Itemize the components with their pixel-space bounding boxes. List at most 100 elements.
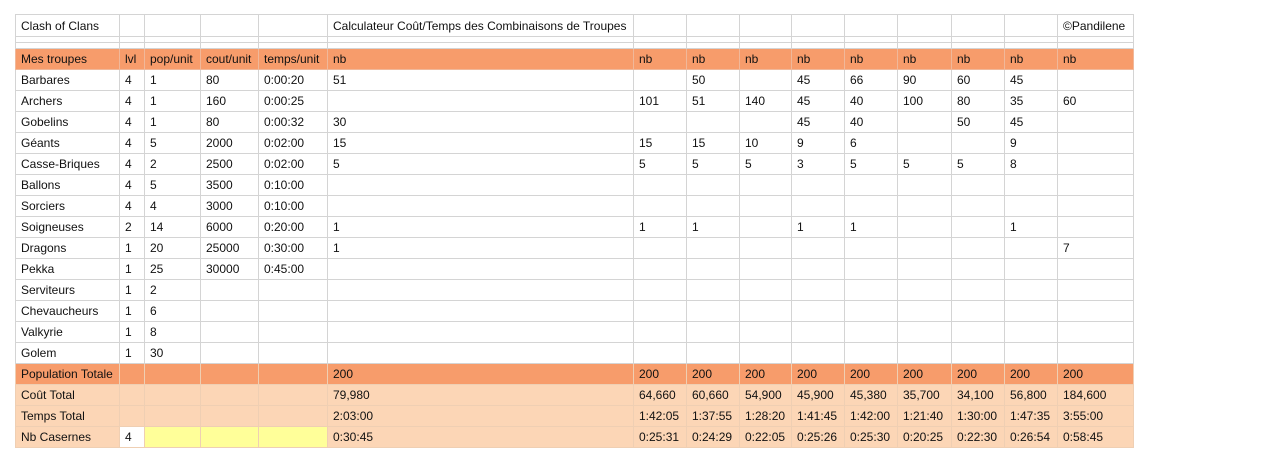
cell: [144, 426, 201, 448]
cell: [897, 216, 952, 238]
cell: nb: [739, 48, 792, 70]
cell: [686, 300, 740, 322]
cell: 45,380: [844, 384, 898, 406]
cell: 79,980: [327, 384, 634, 406]
cell: nb: [686, 48, 740, 70]
cell: [791, 14, 845, 37]
cell: [844, 195, 898, 217]
cell: [951, 258, 1005, 280]
cell: 5: [739, 153, 792, 175]
cell: Ballons: [15, 174, 120, 196]
cell: [633, 195, 687, 217]
troop-row: Ballons 4 5 3500 0:10:00: [15, 174, 1134, 196]
cell: [739, 69, 792, 91]
cell: [119, 14, 145, 37]
cell: 1:42:05: [633, 405, 687, 427]
cell: 20: [144, 237, 201, 259]
cell: nb: [844, 48, 898, 70]
cell: 1: [791, 216, 845, 238]
cell: Clash of Clans: [15, 14, 120, 37]
cell: [327, 195, 634, 217]
troop-row: Casse-Briques 4 2 2500 0:02:00 5 5 5 5 3 5 5 5 8: [15, 153, 1134, 175]
total-row: Temps Total 2:03:00 1:42:05 1:37:55 1:28:20 1…: [15, 405, 1134, 427]
cell: [200, 363, 259, 385]
cell: nb: [951, 48, 1005, 70]
cell: [633, 279, 687, 301]
cell: 0:22:05: [739, 426, 792, 448]
cell: 6: [844, 132, 898, 154]
cell: 50: [951, 111, 1005, 133]
cell: [200, 342, 259, 364]
cell: [739, 279, 792, 301]
cell: 1: [633, 216, 687, 238]
cell: 5: [144, 132, 201, 154]
cell: [791, 279, 845, 301]
cell: [1004, 258, 1058, 280]
cell: [791, 258, 845, 280]
cell: [686, 14, 740, 37]
cell: Calculateur Coût/Temps des Combinaisons …: [327, 14, 634, 37]
cell: 64,660: [633, 384, 687, 406]
cell: 30000: [200, 258, 259, 280]
cell: [1057, 321, 1134, 343]
cell: [633, 69, 687, 91]
troop-row: Géants 4 5 2000 0:02:00 15 15 15 10 9 6 9: [15, 132, 1134, 154]
cell: Pekka: [15, 258, 120, 280]
cell: [1004, 279, 1058, 301]
cell: 80: [200, 69, 259, 91]
cell: [897, 258, 952, 280]
cell: [327, 300, 634, 322]
cell: 80: [951, 90, 1005, 112]
cell: 1: [144, 69, 201, 91]
troop-row: Gobelins 4 1 80 0:00:32 30 45 40 50 45: [15, 111, 1134, 133]
cell: [739, 111, 792, 133]
cell: 5: [686, 153, 740, 175]
cell: Serviteurs: [15, 279, 120, 301]
cell: [897, 14, 952, 37]
cell: Temps Total: [15, 405, 120, 427]
cell: Soigneuses: [15, 216, 120, 238]
cell: [1004, 321, 1058, 343]
cell: 4: [119, 153, 145, 175]
cell: [791, 174, 845, 196]
cell: 30: [327, 111, 634, 133]
cell: 2: [119, 216, 145, 238]
cell: [258, 321, 328, 343]
cell: 0:20:00: [258, 216, 328, 238]
cell: nb: [327, 48, 634, 70]
cell: 1: [144, 90, 201, 112]
cell: [633, 300, 687, 322]
cell: [844, 174, 898, 196]
cell: 4: [144, 195, 201, 217]
cell: nb: [897, 48, 952, 70]
cell: 2: [144, 153, 201, 175]
cell: 4: [119, 69, 145, 91]
cell: 184,600: [1057, 384, 1134, 406]
cell: [258, 363, 328, 385]
cell: 60: [951, 69, 1005, 91]
cell: 40: [844, 90, 898, 112]
cell: 3500: [200, 174, 259, 196]
cell: [791, 237, 845, 259]
cell: 0:02:00: [258, 153, 328, 175]
cell: [844, 300, 898, 322]
cell: nb: [1057, 48, 1134, 70]
cell: [1004, 195, 1058, 217]
cell: 8: [1004, 153, 1058, 175]
cell: 35: [1004, 90, 1058, 112]
cell: 15: [686, 132, 740, 154]
total-row: Coût Total 79,980 64,660 60,660 54,900 45,900…: [15, 384, 1134, 406]
cell: 14: [144, 216, 201, 238]
total-row: Population Totale 200 200 200 200 200 200 200 20…: [15, 363, 1134, 385]
troop-row: Barbares 4 1 80 0:00:20 51 50 45 66 90 60 45: [15, 69, 1134, 91]
cell: Gobelins: [15, 111, 120, 133]
cell: 1: [119, 237, 145, 259]
cell: [897, 279, 952, 301]
cell: [633, 174, 687, 196]
cell: Géants: [15, 132, 120, 154]
cell: [951, 216, 1005, 238]
cell: [144, 14, 201, 37]
cell: 45: [791, 90, 845, 112]
cell: 3:55:00: [1057, 405, 1134, 427]
header-row: Mes troupes lvl pop/unit cout/unit temps/uni…: [15, 48, 1134, 70]
